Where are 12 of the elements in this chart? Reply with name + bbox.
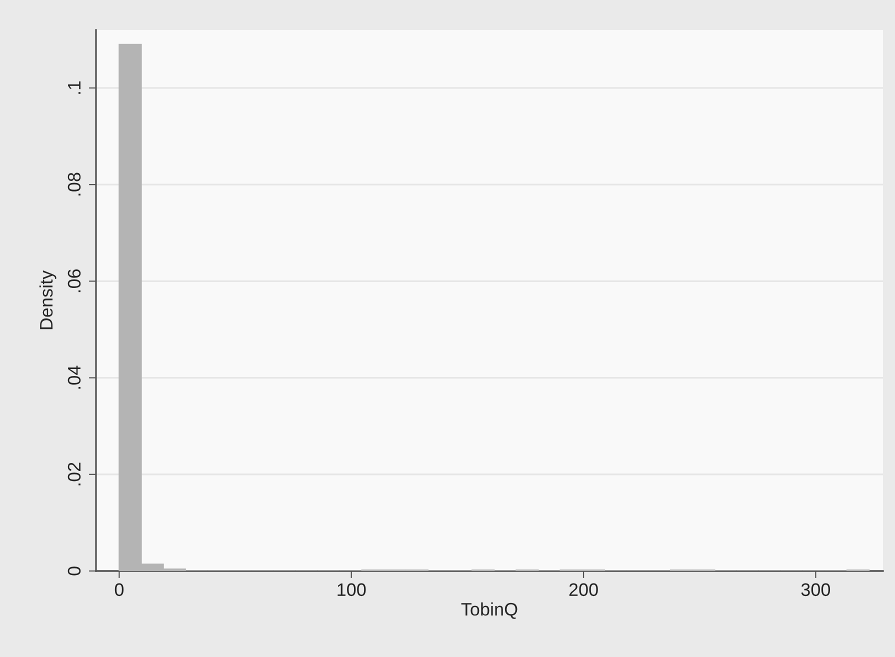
y-tick-label: .1 xyxy=(68,81,80,94)
y-tick-label: 0 xyxy=(68,566,81,576)
x-axis-title: TobinQ xyxy=(461,602,518,619)
y-axis-title: Density xyxy=(39,270,56,330)
y-tick-label: .02 xyxy=(68,462,81,486)
y-tick-label: .04 xyxy=(68,366,81,389)
x-tick-label: 0 xyxy=(114,583,124,596)
x-tick-label: 200 xyxy=(569,583,598,596)
x-tick-label: 100 xyxy=(338,583,366,596)
y-tick-label: .08 xyxy=(68,172,81,196)
x-tick-label: 300 xyxy=(801,583,830,596)
y-tick-label: .06 xyxy=(68,269,81,292)
